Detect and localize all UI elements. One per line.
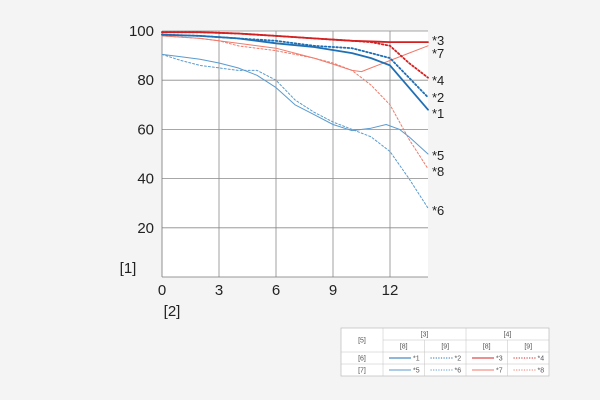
series-line-6 [161, 53, 429, 209]
legend-group-header: [3] [421, 332, 429, 339]
end-label: *6 [432, 203, 444, 218]
end-label: *1 [432, 106, 444, 121]
legend-entry: *2 [455, 356, 462, 363]
end-label: *8 [432, 164, 444, 179]
x-axis-label: [2] [164, 303, 181, 320]
legend-row-label: [6] [358, 356, 366, 363]
legend-entry: *3 [496, 356, 503, 363]
legend-corner: [5] [358, 338, 366, 345]
series-line-7 [161, 35, 429, 73]
legend-entry: *5 [413, 368, 420, 375]
end-label: *7 [432, 46, 444, 61]
legend-entry: *7 [496, 368, 503, 375]
end-label: *2 [432, 90, 444, 105]
legend-group-header: [4] [504, 332, 512, 339]
chart-series-group [161, 31, 429, 209]
x-tick-label: 3 [215, 282, 223, 299]
series-line-3 [161, 31, 429, 43]
series-line-2 [161, 33, 429, 99]
end-label: *3 [432, 33, 444, 48]
x-tick-label: 12 [382, 282, 399, 299]
legend-sub-header: [9] [441, 344, 449, 351]
legend-sub-header: [9] [524, 344, 532, 351]
x-tick-label: 6 [272, 282, 280, 299]
series-line-5 [161, 53, 429, 155]
y-axis-label: [1] [120, 260, 137, 277]
end-label: *5 [432, 148, 444, 163]
legend-sub-header: [8] [483, 344, 491, 351]
legend-entry: *4 [538, 356, 545, 363]
legend-entry: *1 [413, 356, 420, 363]
legend-table: [5] [3] [4] [8] [9] [8] [9] [6] *1 *2 *3 *4 [7] *5 *6 *… [340, 327, 550, 377]
y-tick-label: 60 [137, 121, 154, 138]
chart-grid [161, 30, 428, 278]
y-tick-label: 20 [137, 220, 154, 237]
x-tick-label: 9 [329, 282, 337, 299]
chart-ticks: 20 40 60 80 100 0 3 6 9 12 [129, 23, 398, 299]
y-tick-label: 80 [137, 72, 154, 89]
series-end-labels: *3*7 *4 *2*1 *5*8 *6 [432, 33, 444, 218]
x-tick-label: 0 [158, 282, 166, 299]
y-tick-label: 100 [129, 23, 154, 40]
series-line-8 [161, 35, 429, 170]
end-label: *4 [432, 73, 444, 88]
legend-sub-header: [8] [400, 344, 408, 351]
y-tick-label: 40 [137, 171, 154, 188]
plot-area [162, 31, 428, 277]
legend-entry: *6 [455, 368, 462, 375]
legend-entry: *8 [538, 368, 545, 375]
legend-row-label: [7] [358, 368, 366, 375]
